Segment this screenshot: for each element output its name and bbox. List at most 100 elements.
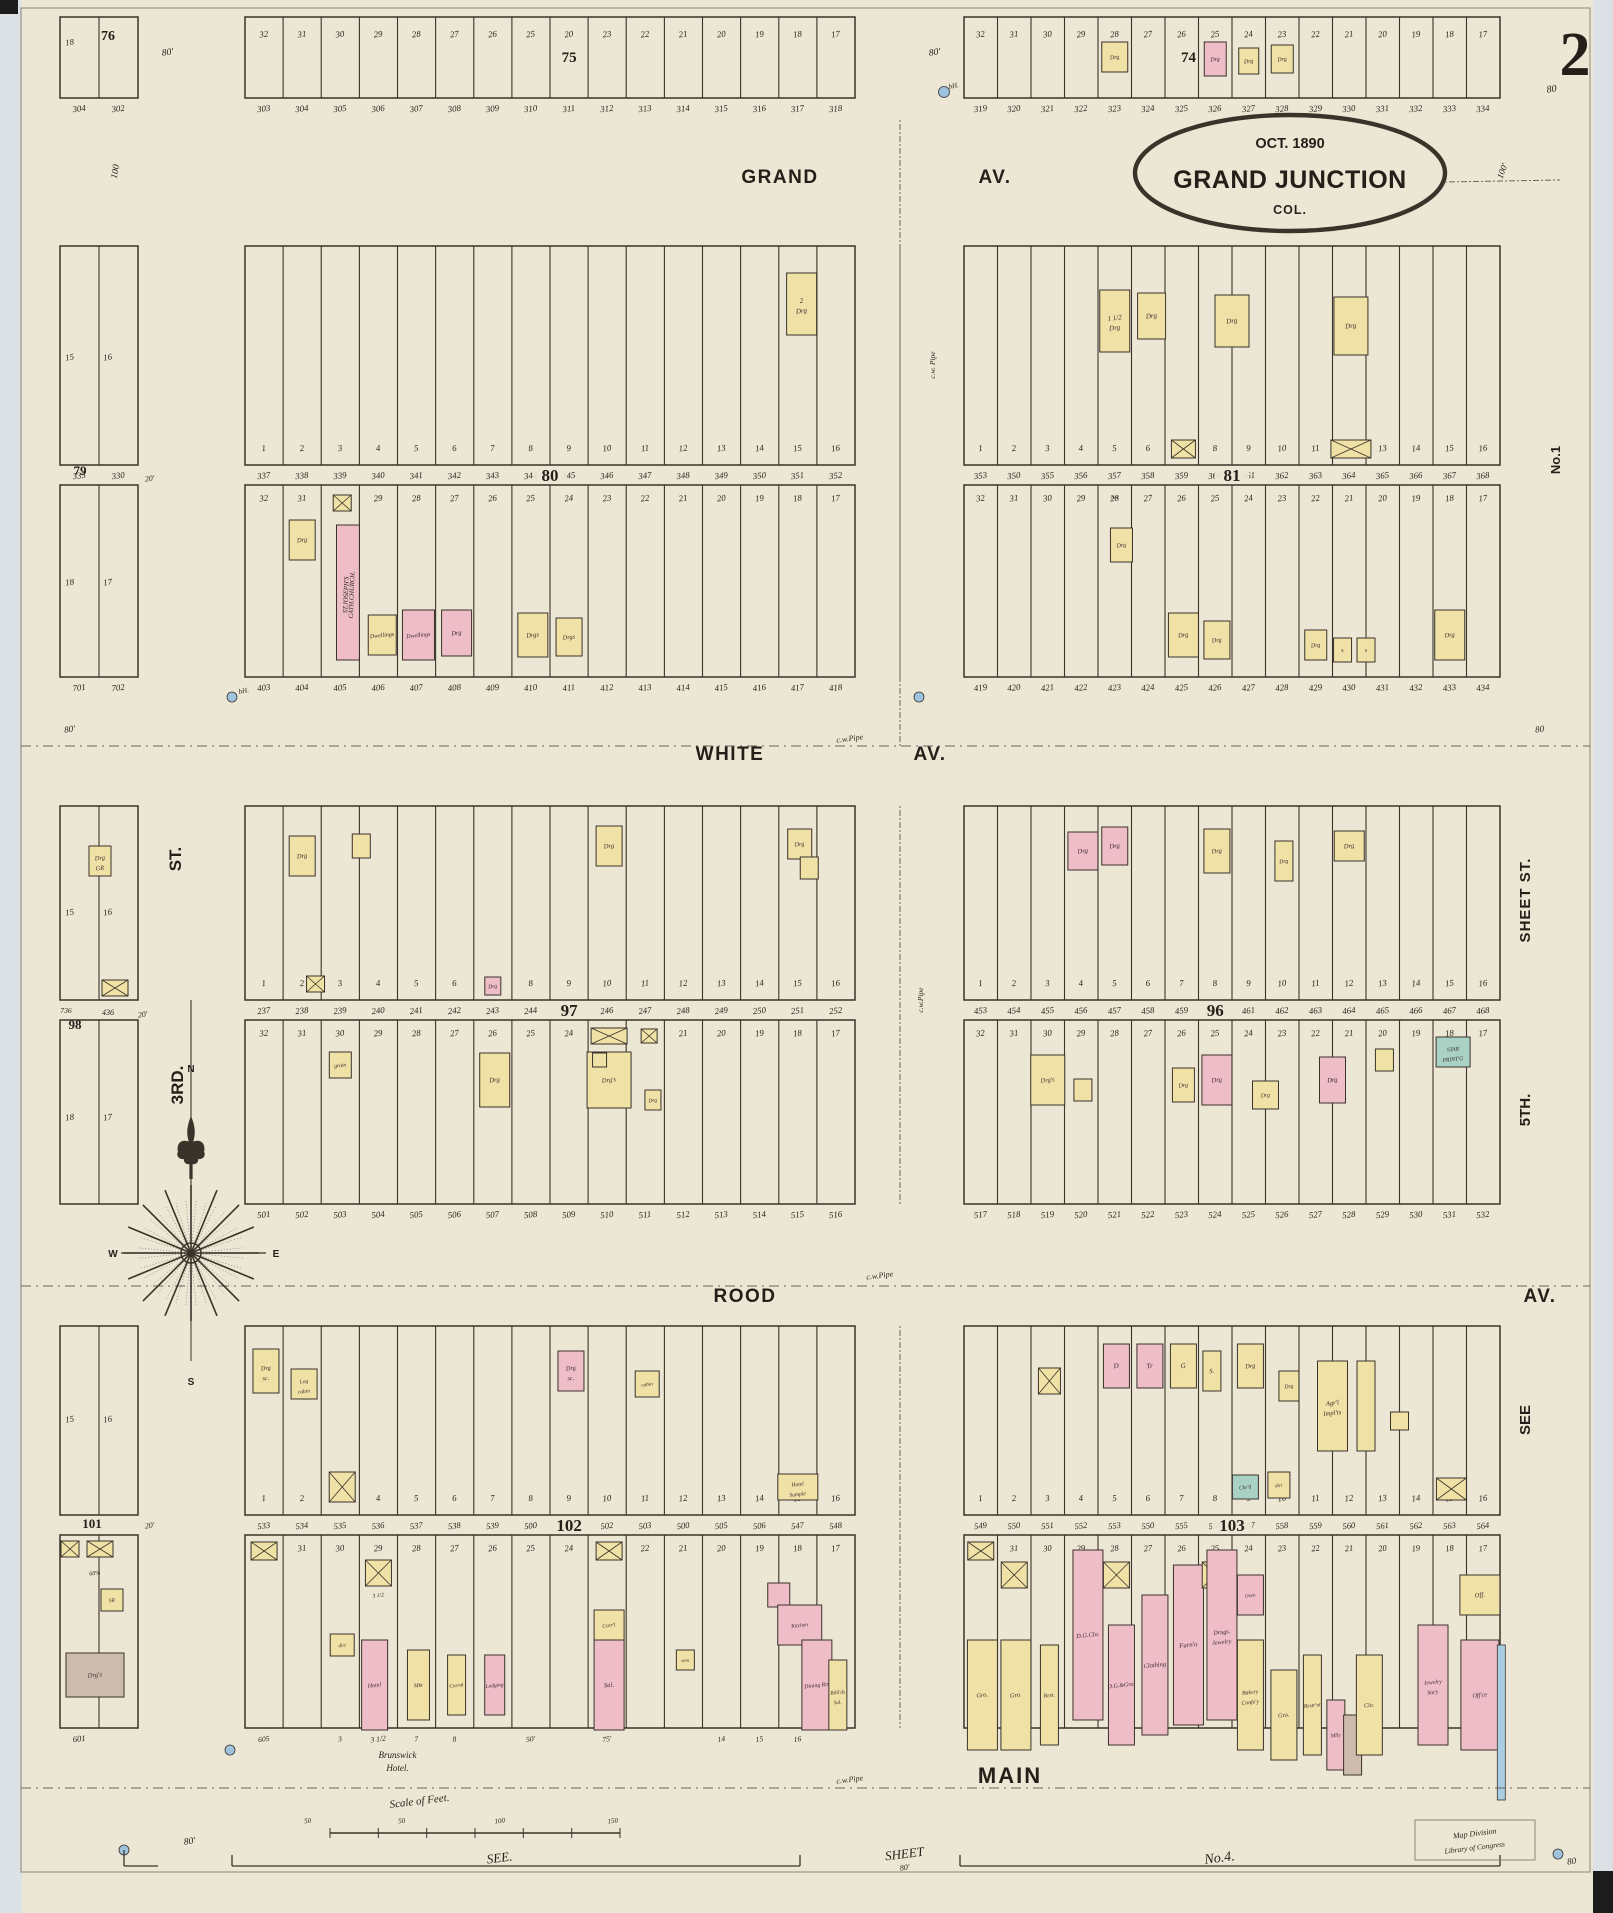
svg-text:Drg: Drg xyxy=(1109,55,1120,62)
svg-text:329: 329 xyxy=(1307,103,1323,115)
svg-text:427: 427 xyxy=(1241,682,1256,694)
svg-text:561: 561 xyxy=(1375,1520,1389,1531)
svg-text:dirt: dirt xyxy=(1275,1484,1283,1490)
svg-text:411: 411 xyxy=(562,682,576,693)
svg-text:515: 515 xyxy=(790,1209,805,1221)
svg-text:D: D xyxy=(1112,1362,1119,1371)
svg-text:Drg: Drg xyxy=(296,852,309,860)
svg-text:32: 32 xyxy=(974,492,986,503)
svg-text:407: 407 xyxy=(409,682,424,694)
svg-text:529: 529 xyxy=(1375,1209,1390,1221)
svg-text:Drg: Drg xyxy=(1343,842,1356,850)
svg-text:31: 31 xyxy=(1008,1028,1019,1039)
svg-text:Drg: Drg xyxy=(1326,1076,1339,1084)
svg-text:314: 314 xyxy=(675,103,691,115)
svg-text:Tr: Tr xyxy=(1146,1362,1153,1371)
svg-text:342: 342 xyxy=(446,470,462,482)
svg-text:Sal.: Sal. xyxy=(833,1700,842,1707)
svg-text:21: 21 xyxy=(1344,29,1354,40)
svg-text:339: 339 xyxy=(332,470,348,482)
svg-text:334: 334 xyxy=(1475,103,1491,115)
svg-text:365: 365 xyxy=(1374,470,1390,482)
svg-text:528: 528 xyxy=(1342,1209,1357,1221)
svg-text:516: 516 xyxy=(828,1209,843,1221)
svg-text:350: 350 xyxy=(751,470,767,482)
svg-text:330: 330 xyxy=(110,470,126,482)
svg-text:Drg: Drg xyxy=(1260,1093,1271,1100)
svg-text:Drg: Drg xyxy=(602,842,615,850)
svg-text:436: 436 xyxy=(102,1008,114,1017)
svg-text:466: 466 xyxy=(1409,1005,1424,1017)
svg-text:Drg: Drg xyxy=(296,536,309,544)
svg-text:320: 320 xyxy=(1006,103,1022,115)
svg-text:Drg: Drg xyxy=(1210,847,1223,855)
svg-text:702: 702 xyxy=(111,682,126,694)
svg-text:243: 243 xyxy=(485,1005,500,1017)
svg-text:311: 311 xyxy=(561,103,576,115)
svg-text:W: W xyxy=(108,1249,118,1260)
svg-text:463: 463 xyxy=(1308,1005,1323,1017)
svg-text:539: 539 xyxy=(485,1520,500,1532)
svg-text:21: 21 xyxy=(678,1028,688,1039)
svg-text:519: 519 xyxy=(1040,1209,1055,1221)
svg-text:247: 247 xyxy=(638,1005,653,1017)
svg-text:315: 315 xyxy=(713,103,729,115)
svg-text:Drg: Drg xyxy=(1344,321,1357,330)
svg-text:21: 21 xyxy=(678,29,688,40)
svg-text:Drg: Drg xyxy=(793,841,804,849)
svg-text:248: 248 xyxy=(676,1005,691,1017)
svg-text:32: 32 xyxy=(974,28,986,39)
svg-text:326: 326 xyxy=(1207,103,1223,115)
svg-text:505: 505 xyxy=(409,1209,424,1221)
svg-text:252: 252 xyxy=(828,1005,843,1017)
svg-text:310: 310 xyxy=(522,103,538,115)
svg-text:31: 31 xyxy=(296,1543,307,1554)
svg-text:Off.: Off. xyxy=(1474,1591,1485,1599)
svg-text:305: 305 xyxy=(332,103,348,115)
svg-text:323: 323 xyxy=(1106,103,1122,115)
svg-text:419: 419 xyxy=(973,682,988,694)
svg-text:Drg: Drg xyxy=(1211,637,1222,645)
svg-text:518: 518 xyxy=(1007,1209,1022,1221)
svg-text:11: 11 xyxy=(640,443,649,454)
svg-text:501: 501 xyxy=(257,1209,271,1221)
svg-text:327: 327 xyxy=(1240,103,1256,115)
svg-text:551: 551 xyxy=(1040,1520,1054,1531)
svg-text:434: 434 xyxy=(1476,682,1491,694)
svg-text:405: 405 xyxy=(333,682,348,694)
svg-text:328: 328 xyxy=(1274,103,1290,115)
svg-text:331: 331 xyxy=(1374,103,1389,115)
svg-text:Drg: Drg xyxy=(1243,59,1254,66)
svg-text:11: 11 xyxy=(1311,443,1320,454)
svg-text:101: 101 xyxy=(82,1516,102,1531)
svg-text:Drg: Drg xyxy=(1276,57,1287,64)
svg-text:Drg: Drg xyxy=(1225,316,1238,325)
svg-text:239: 239 xyxy=(333,1005,348,1017)
svg-text:349: 349 xyxy=(713,470,729,482)
svg-text:240: 240 xyxy=(371,1005,386,1017)
svg-text:Agr'l: Agr'l xyxy=(1324,1399,1339,1407)
svg-text:Gro.: Gro. xyxy=(1278,1711,1290,1719)
svg-text:462: 462 xyxy=(1275,1005,1290,1017)
svg-text:454: 454 xyxy=(1007,1005,1022,1017)
svg-text:Drg: Drg xyxy=(1283,1384,1294,1391)
svg-text:Sal.: Sal. xyxy=(604,1681,615,1689)
svg-text:340: 340 xyxy=(370,470,386,482)
svg-text:555: 555 xyxy=(1174,1520,1188,1531)
svg-text:333: 333 xyxy=(1441,103,1457,115)
svg-text:358: 358 xyxy=(1140,470,1156,482)
svg-text:Drg: Drg xyxy=(1108,842,1121,850)
svg-text:431: 431 xyxy=(1375,682,1389,694)
svg-text:532: 532 xyxy=(1476,1209,1491,1221)
svg-text:416: 416 xyxy=(752,682,767,694)
svg-text:Gro.: Gro. xyxy=(976,1691,989,1699)
svg-text:242: 242 xyxy=(447,1005,462,1017)
svg-text:521: 521 xyxy=(1107,1209,1121,1221)
svg-text:Drg: Drg xyxy=(647,1098,657,1105)
svg-text:509: 509 xyxy=(562,1209,577,1221)
svg-text:309: 309 xyxy=(484,103,500,115)
svg-text:cabin: cabin xyxy=(298,1388,311,1395)
svg-text:304: 304 xyxy=(71,103,87,115)
svg-text:Drg: Drg xyxy=(450,629,463,637)
svg-text:526: 526 xyxy=(1275,1209,1290,1221)
